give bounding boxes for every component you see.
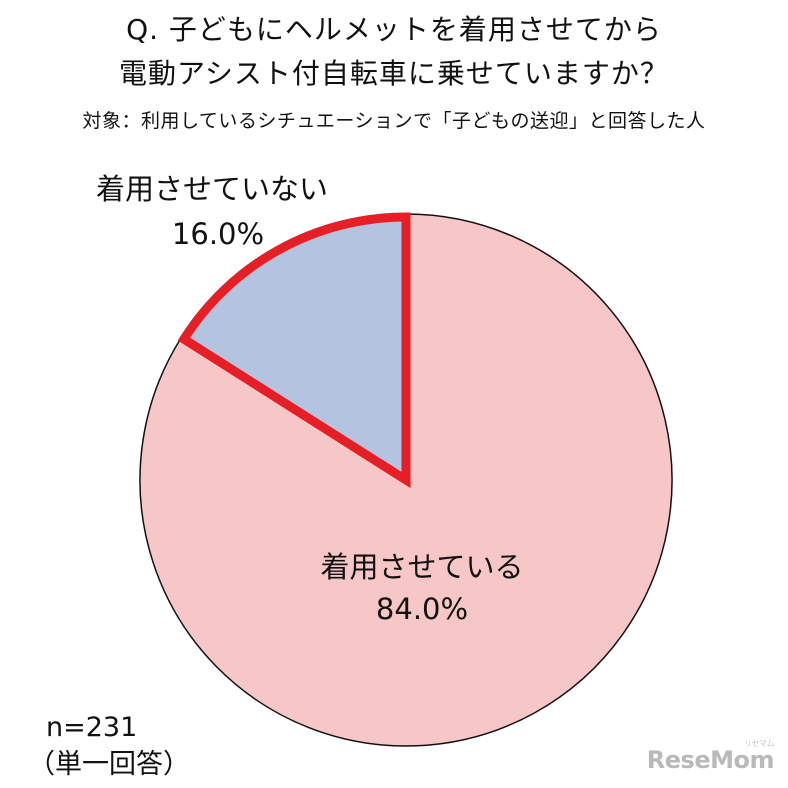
slice-value-not-wearing: 16.0% <box>172 217 264 251</box>
slice-label-wearing: 着用させている <box>320 550 523 584</box>
chart-title-line2: 電動アシスト付自転車に乗せていますか？ <box>119 57 669 90</box>
chart-title-line1: Q. 子どもにヘルメットを着用させてから <box>126 13 662 46</box>
logo-text: ReseMom <box>646 746 775 774</box>
highlight-border <box>177 212 411 489</box>
resemom-logo: リセマム ReseMom <box>646 739 775 774</box>
logo-kana: リセマム <box>744 739 775 748</box>
slice-label-not-wearing: 着用させていない <box>96 172 328 206</box>
slice-value-wearing: 84.0% <box>376 592 468 626</box>
chart-subtitle: 対象：利用しているシチュエーションで「子どもの送迎」と回答した人 <box>82 110 706 132</box>
answer-type: （単一回答） <box>28 749 190 780</box>
sample-size: n=231 <box>46 712 138 743</box>
